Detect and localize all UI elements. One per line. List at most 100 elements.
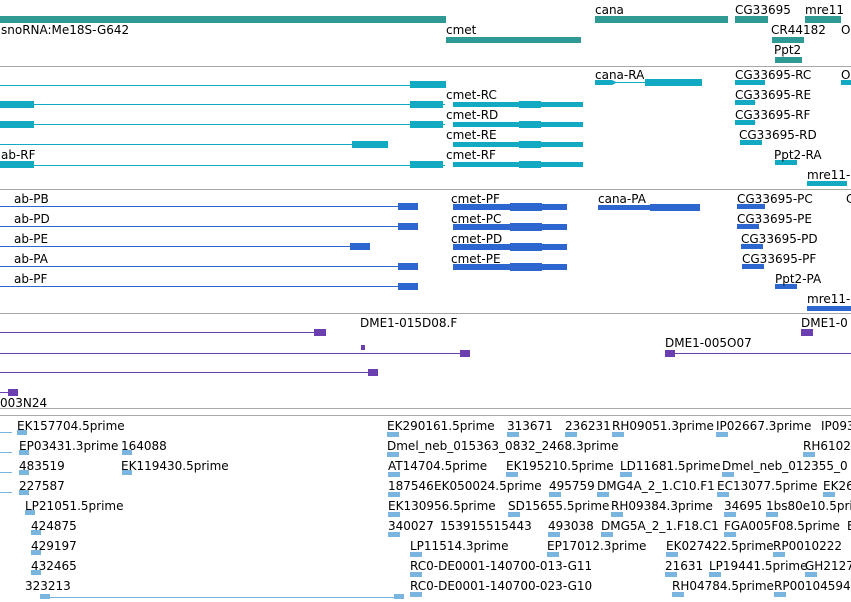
- feature-glyph[interactable]: [665, 350, 675, 357]
- proteins-feature-label[interactable]: CG33695-PE: [737, 212, 812, 226]
- feature-glyph[interactable]: [0, 226, 418, 227]
- proteins-feature-label[interactable]: CG33695-PF: [742, 252, 817, 266]
- clones-feature-label[interactable]: EK290161.5prime: [387, 419, 495, 433]
- feature-glyph[interactable]: [805, 16, 841, 23]
- clones-feature-label[interactable]: 187546: [388, 479, 434, 493]
- feature-glyph[interactable]: [387, 452, 399, 457]
- clones-feature-label[interactable]: IP093: [821, 419, 851, 433]
- clones-feature-label[interactable]: SD15655.5prime: [508, 499, 610, 513]
- transcripts-feature-label[interactable]: CG33695-RC: [735, 68, 812, 82]
- feature-glyph[interactable]: [453, 122, 583, 127]
- transcripts-feature-label[interactable]: ab-RF: [1, 148, 36, 162]
- feature-glyph[interactable]: [40, 597, 404, 598]
- clones-feature-label[interactable]: 495759: [549, 479, 595, 493]
- transcripts-feature-label[interactable]: CG33695-RE: [735, 88, 812, 102]
- feature-glyph[interactable]: [0, 124, 445, 125]
- transcripts-feature-label[interactable]: cmet-RD: [446, 108, 499, 122]
- clones-feature-label[interactable]: 34695: [724, 499, 763, 513]
- clones-feature-label[interactable]: EC13077.5prime: [717, 479, 818, 493]
- feature-glyph[interactable]: [519, 141, 541, 148]
- clones-feature-label[interactable]: 1bs80e10.5prime: [766, 499, 851, 513]
- feature-glyph[interactable]: [803, 452, 815, 457]
- clones-feature-label[interactable]: RP0010222: [773, 539, 843, 553]
- feature-glyph[interactable]: [724, 532, 736, 537]
- feature-glyph[interactable]: [774, 592, 786, 597]
- feature-glyph[interactable]: [31, 530, 41, 535]
- feature-glyph[interactable]: [410, 161, 443, 168]
- feature-glyph[interactable]: [612, 432, 624, 437]
- feature-glyph[interactable]: [510, 243, 542, 251]
- clones-feature-label[interactable]: 323213: [25, 579, 71, 593]
- feature-glyph[interactable]: [722, 472, 734, 477]
- feature-glyph[interactable]: [0, 353, 470, 354]
- feature-glyph[interactable]: [548, 532, 560, 537]
- proteins-feature-label[interactable]: ab-PA: [14, 252, 48, 266]
- feature-glyph[interactable]: [368, 369, 378, 376]
- feature-glyph[interactable]: [0, 432, 12, 433]
- feature-glyph[interactable]: [841, 80, 851, 85]
- feature-glyph[interactable]: [611, 512, 623, 517]
- feature-glyph[interactable]: [508, 512, 520, 517]
- clones-feature-label[interactable]: RH09384.3prime: [611, 499, 713, 513]
- feature-glyph[interactable]: [398, 203, 418, 210]
- feature-glyph[interactable]: [0, 144, 388, 145]
- clones-feature-label[interactable]: EK050024.5prime: [434, 479, 542, 493]
- clones-feature-label[interactable]: EK130956.5prime: [388, 499, 496, 513]
- clones-feature-label[interactable]: LD11681.5prime: [620, 459, 721, 473]
- proteins-feature-label[interactable]: cmet-PE: [451, 252, 501, 266]
- clones-feature-label[interactable]: RC0-DE0001-140700-023-G10: [410, 579, 593, 593]
- feature-glyph[interactable]: [388, 472, 400, 477]
- feature-glyph[interactable]: [519, 161, 541, 168]
- clones-feature-label[interactable]: 21631: [665, 559, 704, 573]
- feature-glyph[interactable]: [460, 350, 470, 357]
- feature-glyph[interactable]: [410, 552, 422, 557]
- transcripts-feature-label[interactable]: mre11-: [807, 168, 851, 182]
- clones-feature-label[interactable]: 429197: [31, 539, 77, 553]
- feature-glyph[interactable]: [665, 353, 851, 354]
- feature-glyph[interactable]: [31, 570, 41, 575]
- feature-glyph[interactable]: [665, 572, 677, 577]
- clones-feature-label[interactable]: LP21051.5prime: [25, 499, 124, 513]
- clones-feature-label[interactable]: RC0-DE0001-140700-013-G11: [410, 559, 593, 573]
- transcripts-feature-label[interactable]: Ppt2-RA: [774, 148, 822, 162]
- feature-glyph[interactable]: [735, 16, 768, 23]
- clones-feature-label[interactable]: EK157704.5prime: [17, 419, 125, 433]
- feature-glyph[interactable]: [446, 37, 581, 43]
- feature-glyph[interactable]: [773, 552, 785, 557]
- clones-feature-label[interactable]: 313671: [507, 419, 553, 433]
- transcripts-feature-label[interactable]: cmet-RC: [446, 88, 497, 102]
- feature-glyph[interactable]: [0, 492, 12, 493]
- clones-feature-label[interactable]: Dmel_neb_015363_0832_2468.3prime: [387, 439, 619, 453]
- clones-feature-label[interactable]: GH2127: [805, 559, 851, 573]
- feature-glyph[interactable]: [410, 81, 446, 88]
- clones-feature-label[interactable]: EP17012.3prime: [547, 539, 647, 553]
- feature-glyph[interactable]: [361, 345, 365, 350]
- proteins-feature-label[interactable]: ab-PD: [14, 212, 50, 226]
- proteins-feature-label[interactable]: C: [846, 192, 851, 206]
- track-separator[interactable]: [0, 415, 851, 416]
- genes-feature-label[interactable]: cmet: [446, 23, 477, 37]
- est-feature-label[interactable]: DME1-015D08.F: [360, 316, 458, 330]
- proteins-feature-label[interactable]: cmet-PF: [451, 192, 500, 206]
- feature-glyph[interactable]: [766, 512, 778, 517]
- feature-glyph[interactable]: [453, 142, 583, 147]
- feature-glyph[interactable]: [410, 121, 443, 128]
- feature-glyph[interactable]: [805, 572, 817, 577]
- feature-glyph[interactable]: [387, 432, 399, 437]
- feature-glyph[interactable]: [314, 329, 326, 336]
- clones-feature-label[interactable]: 515443: [486, 519, 532, 533]
- feature-glyph[interactable]: [350, 243, 370, 250]
- clones-feature-label[interactable]: FGA005F08.5prime: [724, 519, 840, 533]
- proteins-feature-label[interactable]: cmet-PC: [451, 212, 502, 226]
- feature-glyph[interactable]: [40, 594, 50, 599]
- proteins-feature-label[interactable]: ab-PF: [14, 272, 48, 286]
- clones-feature-label[interactable]: LP11514.3prime: [410, 539, 509, 553]
- clones-feature-label[interactable]: 493038: [548, 519, 594, 533]
- feature-glyph[interactable]: [388, 512, 400, 517]
- clones-feature-label[interactable]: EK26: [823, 479, 851, 493]
- clones-feature-label[interactable]: EK027422.5prime: [666, 539, 774, 553]
- feature-glyph[interactable]: [547, 552, 559, 557]
- feature-glyph[interactable]: [19, 450, 29, 455]
- clones-feature-label[interactable]: Dmel_neb_012355_0: [722, 459, 848, 473]
- feature-glyph[interactable]: [0, 332, 326, 333]
